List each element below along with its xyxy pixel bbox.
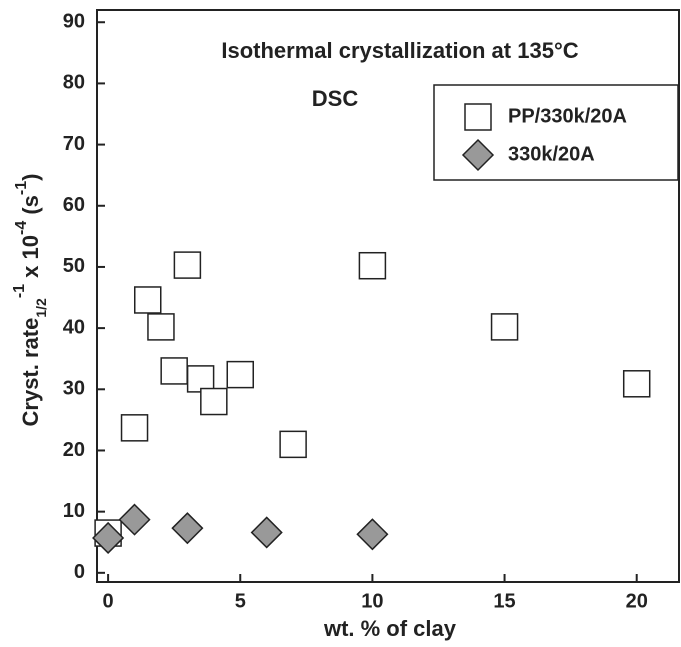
x-axis-label: wt. % of clay — [323, 616, 457, 641]
data-point — [358, 251, 387, 280]
y-label-part: Cryst. rate — [18, 318, 43, 427]
data-point — [200, 387, 228, 416]
x-tick-label: 15 — [493, 590, 515, 612]
data-point — [147, 313, 175, 341]
y-tick-label: 90 — [63, 11, 85, 33]
data-point — [160, 357, 188, 385]
data-point — [120, 414, 149, 442]
y-label-part: ) — [18, 174, 43, 181]
legend-marker — [464, 103, 492, 131]
y-label-part: (s — [18, 195, 43, 221]
x-tick-label: 5 — [235, 590, 246, 612]
data-point — [250, 516, 283, 549]
plot-frame — [96, 9, 680, 583]
y-tick-label: 50 — [63, 255, 85, 277]
x-tick-label: 20 — [626, 590, 648, 612]
legend-box — [433, 84, 679, 181]
data-point — [171, 512, 204, 545]
y-label-part: -1 — [13, 181, 30, 195]
y-label-part: x 10 — [18, 235, 43, 284]
data-point — [279, 430, 307, 459]
y-tick-label: 40 — [63, 316, 85, 338]
y-tick-label: 30 — [63, 378, 85, 400]
annotation: DSC — [312, 86, 359, 111]
y-label-part: -4 — [13, 221, 30, 235]
data-point — [118, 503, 151, 536]
data-point — [490, 313, 519, 341]
data-point — [226, 360, 255, 389]
chart-title: Isothermal crystallization at 135°C — [221, 38, 578, 63]
y-tick-label: 20 — [63, 439, 85, 461]
x-tick-label: 0 — [103, 590, 114, 612]
y-tick-label: 80 — [63, 72, 85, 94]
y-tick-label: 60 — [63, 194, 85, 216]
y-label-part: 1/2 — [33, 298, 49, 318]
legend-marker — [461, 138, 495, 172]
x-tick-label: 10 — [361, 590, 383, 612]
data-point — [173, 251, 202, 279]
data-point — [92, 521, 125, 555]
legend-label: PP/330k/20A — [508, 105, 627, 127]
y-tick-label: 70 — [63, 133, 85, 155]
y-axis-label: Cryst. rate1/2-1 x 10-4 (s-1) — [11, 174, 48, 427]
data-point — [356, 518, 389, 551]
legend-label: 330k/20A — [508, 143, 595, 165]
data-point — [133, 286, 162, 314]
y-tick-label: 10 — [63, 500, 85, 522]
y-tick-label: 0 — [74, 561, 85, 583]
data-point — [622, 370, 651, 398]
y-label-part: -1 — [11, 284, 28, 298]
